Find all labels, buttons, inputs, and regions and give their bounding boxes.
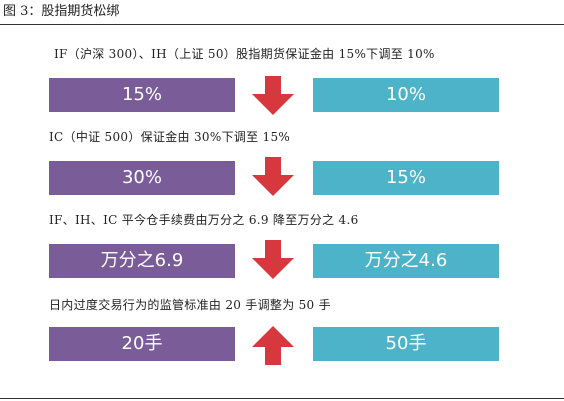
row-2-after-box: 15%	[313, 161, 499, 195]
row-2-before-box: 30%	[49, 161, 235, 195]
row-3-before-box: 万分之6.9	[49, 244, 235, 278]
row-2-caption: IC（中证 500）保证金由 30%下调至 15%	[49, 130, 291, 144]
row-1-after-box: 10%	[313, 78, 499, 112]
row-3-after-box: 万分之4.6	[313, 244, 499, 278]
bottom-rule	[0, 398, 564, 399]
row-1-caption: IF（沪深 300）、IH（上证 50）股指期货保证金由 15%下调至 10%	[54, 47, 435, 61]
row-4-caption: 日内过度交易行为的监管标准由 20 手调整为 50 手	[49, 298, 331, 312]
top-rule	[0, 24, 564, 25]
row-1-before-box: 15%	[49, 78, 235, 112]
row-4-before-box: 20手	[49, 327, 235, 361]
down-arrow-icon	[251, 240, 295, 280]
down-arrow-icon	[251, 157, 295, 197]
down-arrow-icon	[251, 76, 295, 116]
up-arrow-icon	[251, 325, 295, 365]
row-3-caption: IF、IH、IC 平今仓手续费由万分之 6.9 降至万分之 4.6	[49, 213, 359, 227]
figure-title: 图 3：股指期货松绑	[3, 4, 120, 19]
row-4-after-box: 50手	[313, 327, 499, 361]
